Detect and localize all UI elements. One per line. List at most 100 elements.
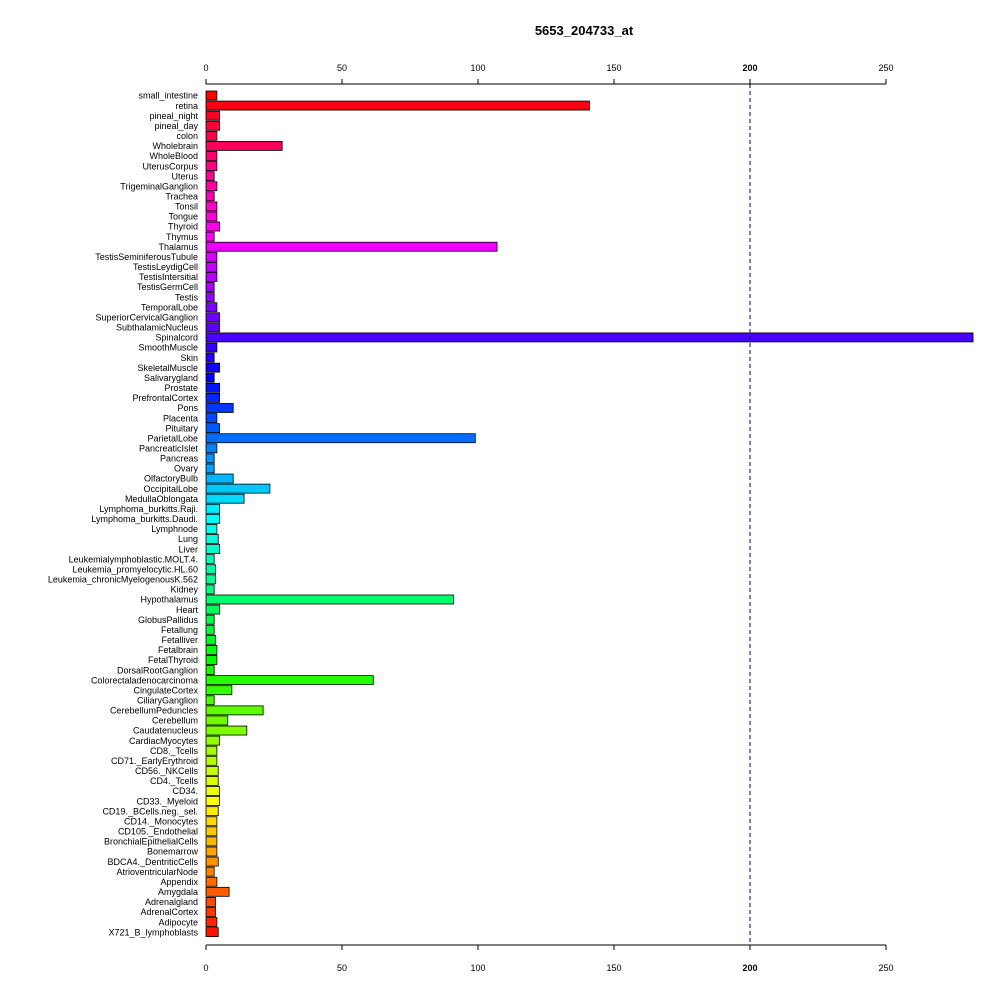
category-label: Lung [178,534,198,544]
category-label: Placenta [163,413,198,423]
bar [205,836,218,847]
bar [205,372,215,383]
bar [205,685,233,696]
category-label: Pancreas [160,454,199,464]
category-label: Prostate [164,383,198,393]
category-label: Thalamus [158,242,198,252]
category-label: Ovary [174,464,199,474]
category-label: CD8._Tcells [150,746,199,756]
category-label: Fetallung [161,625,198,635]
bar [205,544,221,554]
category-label: BronchialEpithelialCells [104,837,199,847]
bar [205,352,215,363]
category-label: Cerebellum [152,716,198,726]
bar [205,463,215,474]
category-label: pineal_day [154,121,198,131]
bar [205,392,221,403]
category-label: CD34. [172,786,198,796]
category-label: SkeletalMuscle [137,363,198,373]
chart-title: 5653_204733_at [535,23,634,38]
bar [205,241,498,252]
category-label: TestisLeydigCell [133,262,198,272]
tick-label: 100 [470,63,485,73]
bar [205,856,219,867]
category-label: Leukemialymphoblastic.MOLT.4. [69,554,198,564]
category-label: MedullaOblongata [125,494,198,504]
bar [205,796,221,806]
category-label: Appendix [160,877,198,887]
x-axis-bottom: 0 50 100 150 200 250 [203,944,894,973]
bar [205,423,221,434]
category-label: TemporalLobe [141,302,198,312]
bar [205,665,215,675]
bar [205,503,221,514]
bar [205,886,230,897]
category-label: CD71._EarlyErythroid [111,756,198,766]
category-label: PancreaticIslet [139,444,199,454]
category-label: CD105._Endothelial [118,827,198,837]
bar [205,655,218,665]
tick-label: 50 [337,963,347,973]
category-label: Lymphoma_burkitts.Raji. [99,504,198,514]
bar [205,483,271,494]
bar [205,564,216,575]
category-label: Amygdala [158,887,198,897]
category-label: ParietalLobe [147,433,198,443]
category-label: AtrioventricularNode [116,867,198,877]
bar [205,584,215,595]
bar [205,443,218,454]
category-label: Thymus [166,232,199,242]
bar [205,302,218,313]
category-label: CD33._Myeloid [136,796,198,806]
category-label: X721_B_lymphoblasts [108,927,198,937]
bar [205,201,218,212]
bar [205,826,218,837]
bar [205,171,215,182]
category-label: CardiacMyocytes [129,736,199,746]
bar [205,534,219,544]
category-label: Salivarygland [144,373,198,383]
bar [205,191,215,202]
category-label: SubthalamicNucleus [116,323,199,333]
category-label: UterusCorpus [142,161,198,171]
bar [205,715,229,726]
category-label: Trachea [165,192,198,202]
category-label: CerebellumPeduncles [110,706,199,716]
bar [205,231,215,242]
bar [205,554,215,565]
bar [205,130,218,141]
bar [205,413,218,423]
tick-label: 0 [203,963,208,973]
category-label: Spinalcord [155,333,198,343]
tick-label: 150 [606,963,621,973]
bar [205,725,248,736]
bar [205,524,218,534]
bar [205,251,218,262]
category-label: Lymphnode [151,524,198,534]
bar [205,765,219,776]
tick-label: 250 [878,963,893,973]
bar [205,110,221,121]
category-label: Pituitary [165,423,198,433]
category-label: CD56._NKCells [135,766,199,776]
bar [205,846,218,857]
category-label: Leukemia_chronicMyelogenousK.562 [48,575,198,585]
bar [205,261,218,272]
category-label: SmoothMuscle [138,343,198,353]
category-label: OccipitalLobe [143,484,198,494]
category-label: FetalThyroid [148,655,198,665]
category-label: Fetalliver [161,635,198,645]
category-label: TrigeminalGanglion [120,181,198,191]
tick-label: 0 [203,63,208,73]
bar [205,786,221,796]
bar [205,312,221,323]
category-label: Skin [180,353,198,363]
category-label: Testis [175,292,199,302]
tick-label: 100 [470,963,485,973]
category-label: PrefrontalCortex [132,393,198,403]
bar [205,927,219,938]
bar [205,614,215,625]
bar [205,604,221,615]
category-label: retina [175,101,198,111]
bar [205,181,218,192]
